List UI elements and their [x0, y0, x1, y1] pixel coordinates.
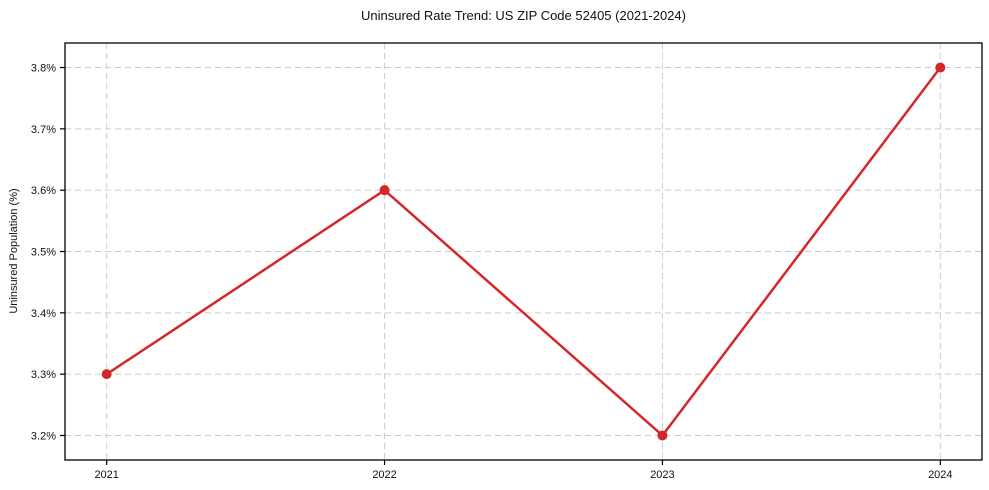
- y-tick-label: 3.6%: [31, 185, 56, 197]
- data-point-marker: [657, 430, 668, 441]
- x-tick-label: 2022: [372, 469, 396, 481]
- y-tick-label: 3.5%: [31, 247, 56, 259]
- y-tick-label: 3.7%: [31, 124, 56, 136]
- y-tick-label: 3.4%: [31, 308, 56, 320]
- x-tick-label: 2021: [94, 469, 118, 481]
- y-tick-label: 3.3%: [31, 369, 56, 381]
- data-point-marker: [101, 369, 112, 380]
- plot-background: [65, 43, 982, 460]
- data-point-marker: [935, 62, 946, 73]
- data-point-marker: [379, 185, 390, 196]
- data-line: [105, 66, 942, 437]
- y-tick-label: 3.2%: [31, 430, 56, 442]
- x-tick-label: 2023: [650, 469, 674, 481]
- x-tick-label: 2024: [928, 469, 952, 481]
- chart-title: Uninsured Rate Trend: US ZIP Code 52405 …: [361, 8, 686, 23]
- y-tick-label: 3.8%: [31, 63, 56, 75]
